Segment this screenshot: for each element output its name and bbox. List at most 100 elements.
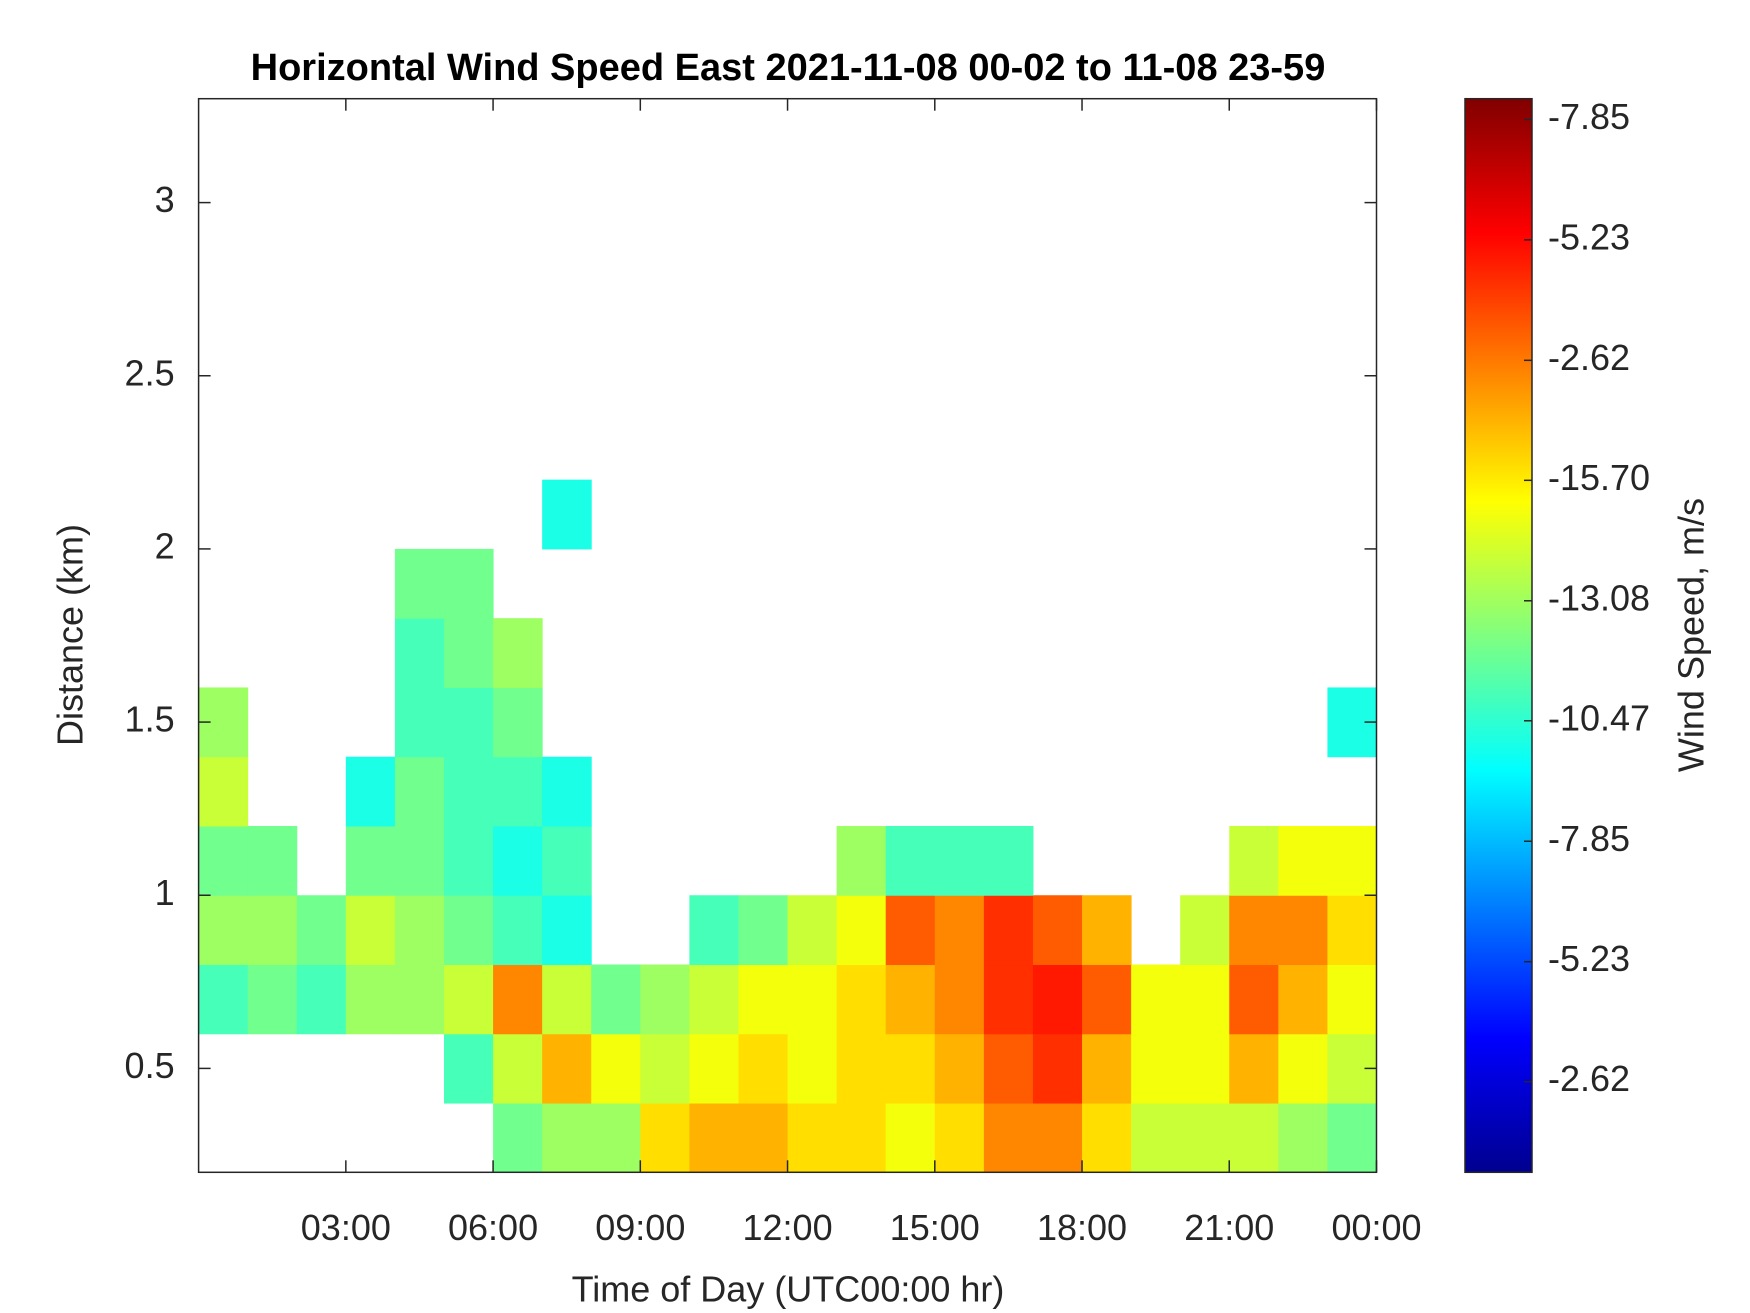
y-axis-label: Distance (km) xyxy=(50,524,91,746)
x-tick-label: 00:00 xyxy=(1331,1207,1421,1248)
heat-cell xyxy=(542,1103,592,1173)
heat-cell xyxy=(493,687,543,758)
heat-cell xyxy=(198,756,249,827)
heat-cell xyxy=(885,895,936,966)
heat-cell xyxy=(394,618,445,688)
x-tick-label: 15:00 xyxy=(890,1207,980,1248)
heat-cell xyxy=(443,618,494,688)
heat-cell xyxy=(542,825,592,896)
heat-cell xyxy=(885,1103,936,1173)
heat-cell xyxy=(345,964,396,1035)
heat-cell xyxy=(983,1033,1034,1104)
heat-cell xyxy=(934,1033,985,1104)
heat-cell xyxy=(836,825,887,896)
heat-cell xyxy=(1131,1103,1181,1173)
heat-cell xyxy=(591,964,641,1035)
heat-cell xyxy=(1229,1103,1279,1173)
heat-cell xyxy=(493,1033,543,1104)
heat-cell xyxy=(198,895,249,966)
heat-cell xyxy=(542,1033,592,1104)
heat-cell xyxy=(1180,895,1230,966)
heat-cell xyxy=(934,964,985,1035)
x-tick-label: 06:00 xyxy=(448,1207,538,1248)
heat-cell xyxy=(640,1103,690,1173)
heat-cell xyxy=(493,756,543,827)
heat-cell xyxy=(1082,1033,1132,1104)
heat-cell xyxy=(493,964,543,1035)
heat-cell xyxy=(247,895,298,966)
heat-cell xyxy=(1131,1033,1181,1104)
colorbar-tick-label: -7.85 xyxy=(1548,818,1630,859)
heat-cell xyxy=(1327,1103,1377,1173)
heat-cell xyxy=(443,1033,494,1104)
heat-cell xyxy=(443,687,494,758)
heat-cell xyxy=(640,1033,690,1104)
heat-cell xyxy=(738,895,789,966)
heat-cell xyxy=(934,1103,985,1173)
heat-cell xyxy=(1032,1103,1083,1173)
heat-cell xyxy=(443,895,494,966)
colorbar-tick-label: -5.23 xyxy=(1548,216,1630,257)
heat-cell xyxy=(983,825,1034,896)
heat-cell xyxy=(1032,895,1083,966)
heat-cell xyxy=(1032,1033,1083,1104)
heat-cell xyxy=(443,756,494,827)
x-tick-label: 03:00 xyxy=(301,1207,391,1248)
heat-cell xyxy=(1229,895,1279,966)
heat-cell xyxy=(1278,1103,1328,1173)
heat-cell xyxy=(493,825,543,896)
heat-cell xyxy=(443,548,494,619)
heat-cell xyxy=(394,825,445,896)
colorbar-tick-label: -7.85 xyxy=(1548,96,1630,137)
heat-cell xyxy=(983,964,1034,1035)
colorbar-tick-label: -2.62 xyxy=(1548,1058,1630,1099)
heat-cell xyxy=(1082,895,1132,966)
heat-cell xyxy=(738,1103,789,1173)
heat-cell xyxy=(836,895,887,966)
heat-cell xyxy=(640,964,690,1035)
y-tick-label: 3 xyxy=(155,179,175,220)
heat-cell xyxy=(1327,825,1377,896)
heat-cell xyxy=(1082,964,1132,1035)
heat-cell xyxy=(1131,964,1181,1035)
heat-cell xyxy=(394,548,445,619)
heat-cell xyxy=(443,964,494,1035)
x-tick-label: 18:00 xyxy=(1037,1207,1127,1248)
y-tick-label: 0.5 xyxy=(125,1045,175,1086)
heat-cell xyxy=(247,964,298,1035)
heat-cell xyxy=(345,895,396,966)
heat-cell xyxy=(542,964,592,1035)
heat-cell xyxy=(738,1033,789,1104)
heat-cell xyxy=(1327,895,1377,966)
heat-cell xyxy=(934,895,985,966)
heat-cell xyxy=(542,895,592,966)
heat-cell xyxy=(1032,964,1083,1035)
heat-cell xyxy=(983,895,1034,966)
heat-cell xyxy=(198,825,249,896)
colorbar-tick-label: -15.70 xyxy=(1548,457,1650,498)
x-tick-label: 09:00 xyxy=(595,1207,685,1248)
colorbar-tick-label: -10.47 xyxy=(1548,697,1650,738)
x-tick-label: 12:00 xyxy=(743,1207,833,1248)
y-tick-label: 1 xyxy=(155,872,175,913)
heat-cell xyxy=(542,756,592,827)
heat-cell xyxy=(394,687,445,758)
x-tick-label: 21:00 xyxy=(1184,1207,1274,1248)
heat-cell xyxy=(1229,964,1279,1035)
heat-cell xyxy=(787,1103,838,1173)
heat-cell xyxy=(1327,964,1377,1035)
heat-cell xyxy=(885,964,936,1035)
heat-cell xyxy=(591,1103,641,1173)
heat-cell xyxy=(787,895,838,966)
heat-cell xyxy=(787,964,838,1035)
y-tick-label: 2.5 xyxy=(125,352,175,393)
heat-cell xyxy=(1180,1033,1230,1104)
heat-cell xyxy=(1278,964,1328,1035)
heat-cell xyxy=(836,1103,887,1173)
heat-cell xyxy=(591,1033,641,1104)
heat-cell xyxy=(1278,895,1328,966)
heat-cell xyxy=(1180,964,1230,1035)
heat-cell xyxy=(493,618,543,688)
heat-cell xyxy=(934,825,985,896)
